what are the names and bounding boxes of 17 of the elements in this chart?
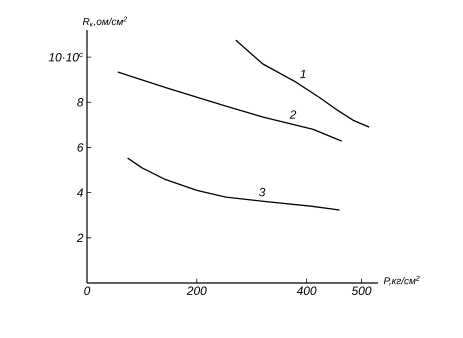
line-series	[117, 71, 342, 142]
series-label: 2	[290, 110, 296, 119]
series-label: 3	[259, 188, 266, 196]
y-tick-label: 6	[78, 143, 84, 152]
y-tick-label: 4	[76, 188, 84, 197]
x-tick-label: 400	[296, 286, 316, 295]
x-tick-label: 500	[352, 286, 372, 295]
y-axis-title: R$_{к}$,ом/см$^{2}$	[82, 16, 128, 26]
line-series	[235, 40, 370, 128]
series-label: 1	[300, 70, 306, 78]
x-axis-title: P,кг/см$^{2}$	[384, 276, 420, 286]
y-tick-label: 10·10$^{c}$	[48, 52, 83, 62]
x-tick-label: 200	[186, 286, 207, 295]
line-series	[126, 157, 340, 211]
x-tick-label: 0	[84, 286, 90, 295]
y-tick-label: 2	[76, 234, 84, 242]
y-tick-label: 8	[77, 98, 84, 107]
